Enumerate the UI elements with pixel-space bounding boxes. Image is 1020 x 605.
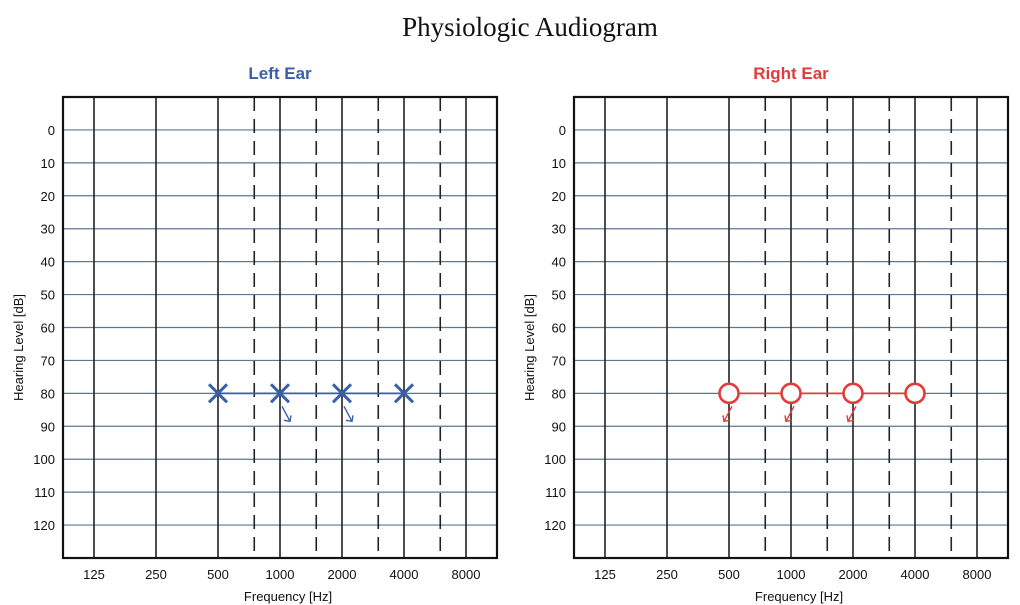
y-tick-label: 20 xyxy=(552,189,566,204)
y-tick-label: 110 xyxy=(34,485,55,500)
y-tick-label: 20 xyxy=(41,189,55,204)
y-tick-label: 50 xyxy=(552,288,566,303)
y-axis-label: Hearing Level [dB] xyxy=(522,294,537,401)
data-point-o xyxy=(842,382,864,405)
y-tick-label: 30 xyxy=(41,222,55,237)
x-tick-label: 250 xyxy=(656,567,678,582)
no-response-arrow xyxy=(846,406,857,423)
y-tick-label: 110 xyxy=(545,485,566,500)
data-point-o xyxy=(718,382,740,405)
plot-frame xyxy=(572,95,1010,560)
x-tick-label: 4000 xyxy=(901,567,930,582)
x-tick-label: 125 xyxy=(594,567,616,582)
y-tick-label: 40 xyxy=(41,255,55,270)
x-tick-label: 250 xyxy=(145,567,167,582)
y-tick-label: 90 xyxy=(552,419,566,434)
x-tick-label: 2000 xyxy=(839,567,868,582)
y-tick-label: 30 xyxy=(552,222,566,237)
y-tick-label: 60 xyxy=(41,321,55,336)
data-point-x xyxy=(393,383,415,404)
x-tick-label: 8000 xyxy=(963,567,992,582)
y-tick-label: 50 xyxy=(41,288,55,303)
data-point-o xyxy=(780,382,802,405)
y-tick-label: 60 xyxy=(552,321,566,336)
y-tick-label: 120 xyxy=(33,518,55,533)
x-tick-label: 1000 xyxy=(777,567,806,582)
figure-title: Physiologic Audiogram xyxy=(402,12,658,42)
y-tick-label: 70 xyxy=(41,353,55,368)
data-point-x xyxy=(269,383,291,404)
x-axis-label: Frequency [Hz] xyxy=(244,589,332,604)
no-response-arrow xyxy=(281,406,292,423)
y-tick-label: 10 xyxy=(41,156,55,171)
no-response-arrow xyxy=(784,406,795,423)
y-tick-label: 100 xyxy=(33,452,55,467)
x-tick-label: 8000 xyxy=(452,567,481,582)
x-tick-label: 1000 xyxy=(266,567,295,582)
y-tick-label: 0 xyxy=(48,123,55,138)
y-tick-label: 120 xyxy=(544,518,566,533)
data-point-o xyxy=(904,382,926,405)
y-tick-label: 80 xyxy=(552,386,566,401)
x-axis-label: Frequency [Hz] xyxy=(755,589,843,604)
data-point-x xyxy=(331,383,353,404)
no-response-arrow xyxy=(343,406,354,423)
plot-frame xyxy=(61,95,499,560)
panel-title: Left Ear xyxy=(248,64,312,83)
y-tick-label: 80 xyxy=(41,386,55,401)
y-axis-label: Hearing Level [dB] xyxy=(11,294,26,401)
y-tick-label: 0 xyxy=(559,123,566,138)
x-tick-label: 2000 xyxy=(328,567,357,582)
chart-panel-left: Left Ear 0 10 20 30 40 50 60 70 80 90 100 110 120 125 2… xyxy=(11,64,499,604)
x-tick-label: 500 xyxy=(718,567,740,582)
y-tick-label: 90 xyxy=(41,419,55,434)
y-tick-label: 100 xyxy=(544,452,566,467)
y-tick-label: 10 xyxy=(552,156,566,171)
x-tick-label: 4000 xyxy=(390,567,419,582)
y-tick-label: 70 xyxy=(552,353,566,368)
y-tick-label: 40 xyxy=(552,255,566,270)
x-tick-label: 500 xyxy=(207,567,229,582)
no-response-arrow xyxy=(722,406,733,423)
panel-title: Right Ear xyxy=(753,64,829,83)
data-point-x xyxy=(207,383,229,404)
chart-panel-right: Right Ear 0 10 20 30 40 50 60 70 80 90 100 110 120 125… xyxy=(522,64,1010,604)
x-tick-label: 125 xyxy=(83,567,105,582)
